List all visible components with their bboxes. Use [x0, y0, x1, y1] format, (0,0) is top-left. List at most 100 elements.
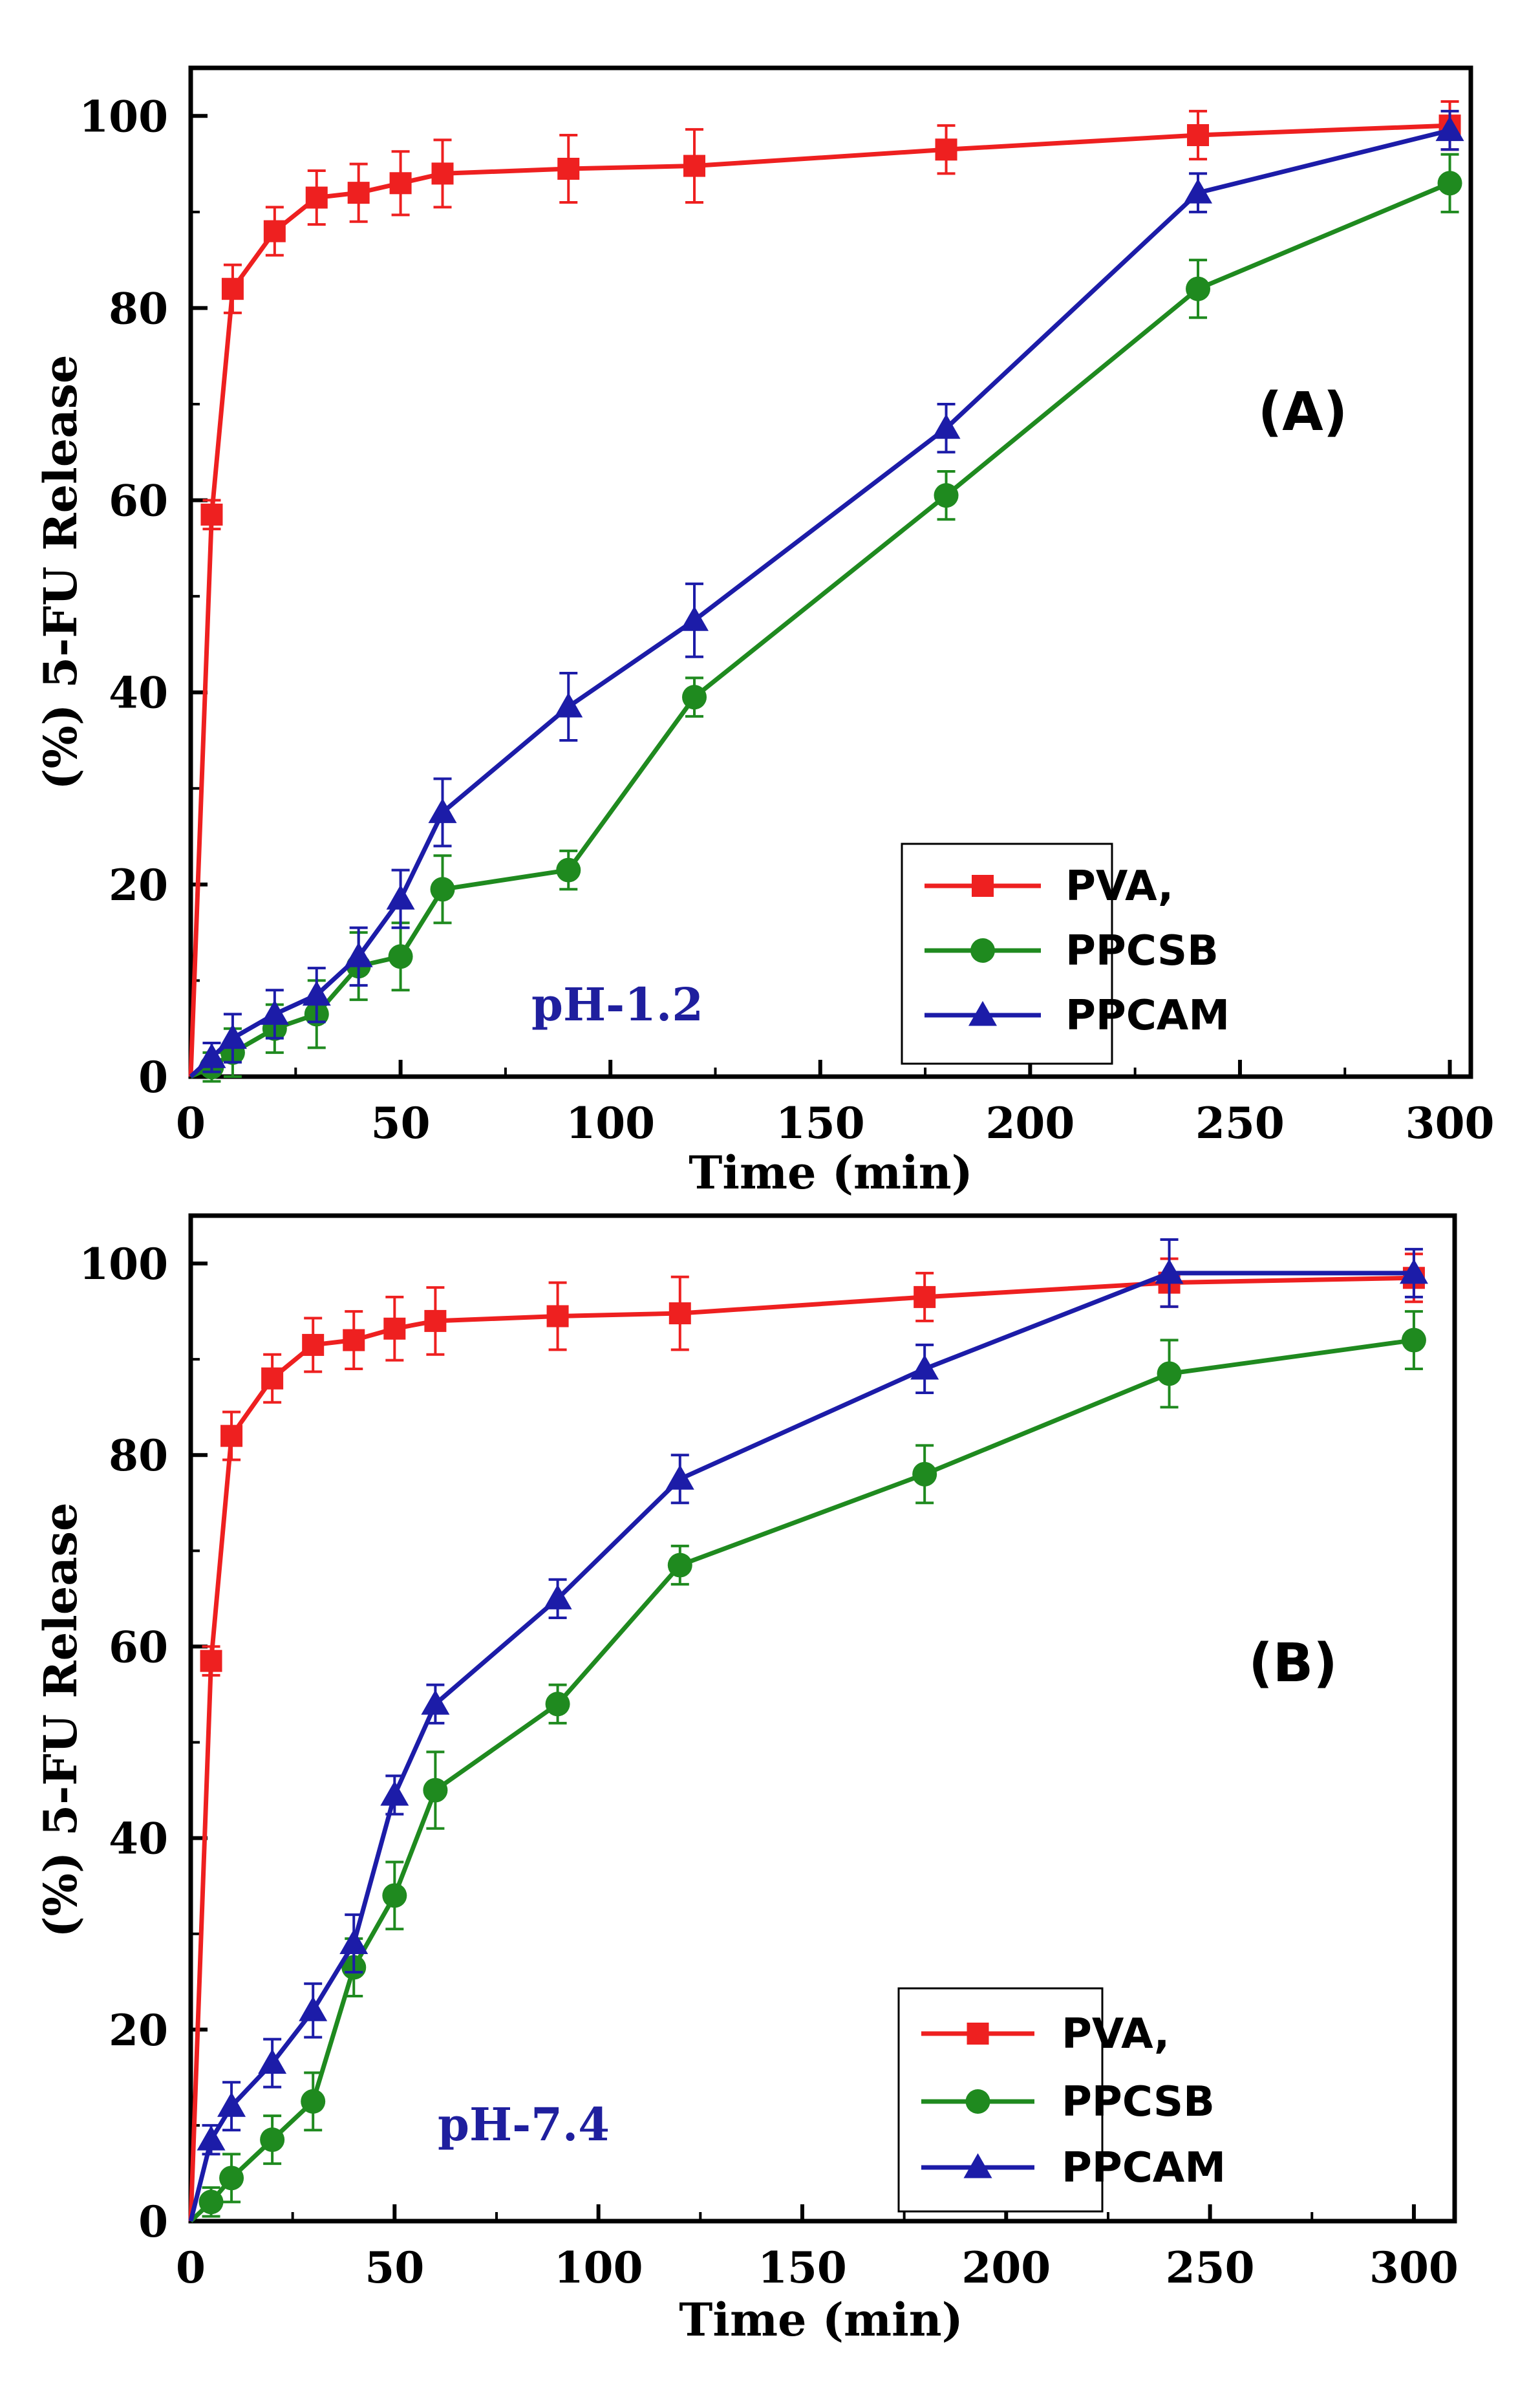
y-tick-label: 100	[79, 1239, 168, 1289]
ppcam-marker-triangle	[197, 1043, 226, 1068]
ppcsb-marker-circle	[912, 1461, 937, 1487]
ppcam-marker-triangle	[302, 980, 331, 1006]
ppcam-marker-triangle	[932, 414, 961, 439]
ppcsb-marker-circle	[1401, 1328, 1426, 1353]
legend-ppcam-marker-triangle	[963, 2153, 992, 2178]
pva-marker-square	[261, 1367, 284, 1390]
x-tick-label: 250	[1166, 2242, 1255, 2293]
pva-marker-square	[305, 186, 328, 209]
series-layer	[188, 100, 1464, 1083]
axis-ticks: 0 50 100 150 200 250 300 0 20 40 60 80 100	[79, 1239, 1459, 2293]
x-tick-label: 250	[1195, 1098, 1285, 1148]
series-ppcsb	[189, 1310, 1426, 2223]
pva-marker-square	[221, 277, 244, 300]
ph-annotation: pH-1.2	[531, 978, 703, 1031]
ppcam-marker-triangle	[665, 1465, 694, 1490]
ppcam-marker-triangle	[386, 885, 415, 910]
chart-panel-b: 0 50 100 150 200 250 300 0 20 40 60 80 100 (%) 5-FU …	[34, 1213, 1459, 2347]
ppcam-marker-triangle	[218, 1024, 247, 1049]
ppcam-marker-triangle	[344, 942, 373, 967]
ppcsb-marker-circle	[388, 944, 413, 969]
ppcam-marker-triangle	[1435, 116, 1464, 142]
series-ppcam	[188, 1238, 1428, 2222]
pva-marker-square	[343, 1329, 365, 1351]
panel-label: (A)	[1258, 382, 1347, 443]
ppcsb-marker-circle	[423, 1778, 448, 1803]
ppcsb-marker-circle	[1186, 276, 1211, 301]
ppcsb-marker-circle	[219, 2166, 244, 2191]
y-tick-label: 20	[109, 2005, 168, 2056]
ppcsb-marker-circle	[545, 1692, 570, 1717]
legend: PVA, PPCSB PPCAM	[897, 1987, 1226, 2213]
ppcam-marker-triangle	[197, 2125, 226, 2151]
legend-ppcsb-marker-circle	[965, 2089, 990, 2114]
y-axis-title: (%) 5-FU Release	[34, 1502, 87, 1937]
series-ppcam	[189, 109, 1464, 1079]
ppcam-marker-triangle	[339, 1929, 369, 1955]
ppcam-marker-triangle	[380, 1780, 409, 1806]
ppcam-marker-triangle	[680, 606, 709, 631]
axis-ticks: 0 50 100 150 200 250 300 0 20 40 60 80 100	[79, 91, 1494, 1148]
legend-pva-marker-square	[967, 2023, 989, 2045]
x-axis-title: Time (min)	[689, 1146, 972, 1199]
ppcam-marker-triangle	[428, 798, 457, 823]
pva-marker-square	[347, 182, 370, 204]
ph-annotation: pH-7.4	[438, 2098, 610, 2151]
legend-label-ppcsb: PPCSB	[1062, 2078, 1215, 2126]
x-axis-title: Time (min)	[679, 2293, 963, 2347]
ppcam-marker-triangle	[299, 1996, 328, 2021]
ppcam-marker-triangle	[421, 1690, 450, 1715]
legend-label-pva: PVA,	[1065, 863, 1173, 910]
x-tick-label: 150	[776, 1098, 865, 1148]
legend-label-ppcsb: PPCSB	[1065, 927, 1219, 975]
x-tick-label: 50	[371, 1098, 431, 1148]
ppcsb-marker-circle	[682, 685, 707, 710]
pva-marker-square	[302, 1333, 325, 1356]
pva-marker-square	[1187, 124, 1210, 146]
y-tick-label: 0	[138, 2197, 168, 2247]
y-tick-label: 20	[109, 860, 168, 910]
chart-panel-a: 0 50 100 150 200 250 300 0 20 40 60 80 100 (%) 5-FU …	[34, 65, 1494, 1199]
series-pva	[188, 1252, 1425, 2222]
pva-marker-square	[220, 1424, 243, 1447]
series-layer	[188, 1238, 1428, 2223]
x-tick-label: 50	[365, 2242, 424, 2293]
pva-marker-square	[389, 172, 412, 195]
x-tick-label: 100	[554, 2242, 643, 2293]
y-tick-label: 60	[109, 1622, 168, 1672]
pva-marker-square	[557, 158, 580, 180]
ppcam-marker-triangle	[260, 1000, 289, 1025]
legend-label-ppcam: PPCAM	[1065, 992, 1230, 1040]
y-tick-label: 0	[138, 1052, 168, 1102]
ppcam-marker-triangle	[1155, 1258, 1184, 1284]
legend-pva-marker-square	[972, 875, 994, 897]
pva-marker-square	[200, 503, 223, 526]
y-tick-label: 40	[109, 668, 168, 718]
pva-marker-square	[383, 1317, 406, 1340]
legend-ppcsb-marker-circle	[970, 938, 995, 963]
pva-marker-square	[935, 138, 957, 161]
x-tick-label: 100	[566, 1098, 655, 1148]
pva-marker-square	[683, 155, 706, 177]
y-tick-label: 80	[109, 283, 168, 334]
pva-marker-square	[914, 1285, 936, 1308]
ppcsb-marker-circle	[667, 1553, 692, 1578]
panel-label: (B)	[1248, 1633, 1337, 1694]
y-axis-title: (%) 5-FU Release	[34, 354, 87, 790]
ppcsb-marker-circle	[556, 857, 581, 883]
ppcsb-marker-circle	[1437, 171, 1462, 196]
y-tick-label: 80	[109, 1430, 168, 1481]
plot-frame	[188, 65, 1473, 1079]
ppcam-marker-triangle	[554, 693, 583, 718]
ppcam-marker-triangle	[910, 1354, 939, 1380]
y-tick-label: 100	[79, 91, 168, 142]
legend-label-pva: PVA,	[1062, 2010, 1170, 2058]
ppcam-marker-triangle	[1399, 1258, 1428, 1284]
legend-box	[901, 843, 1113, 1065]
ppcsb-marker-circle	[260, 2127, 285, 2153]
ppcsb-marker-circle	[430, 877, 455, 902]
ppcam-marker-triangle	[217, 2092, 246, 2117]
plot-frame	[188, 1213, 1457, 2224]
